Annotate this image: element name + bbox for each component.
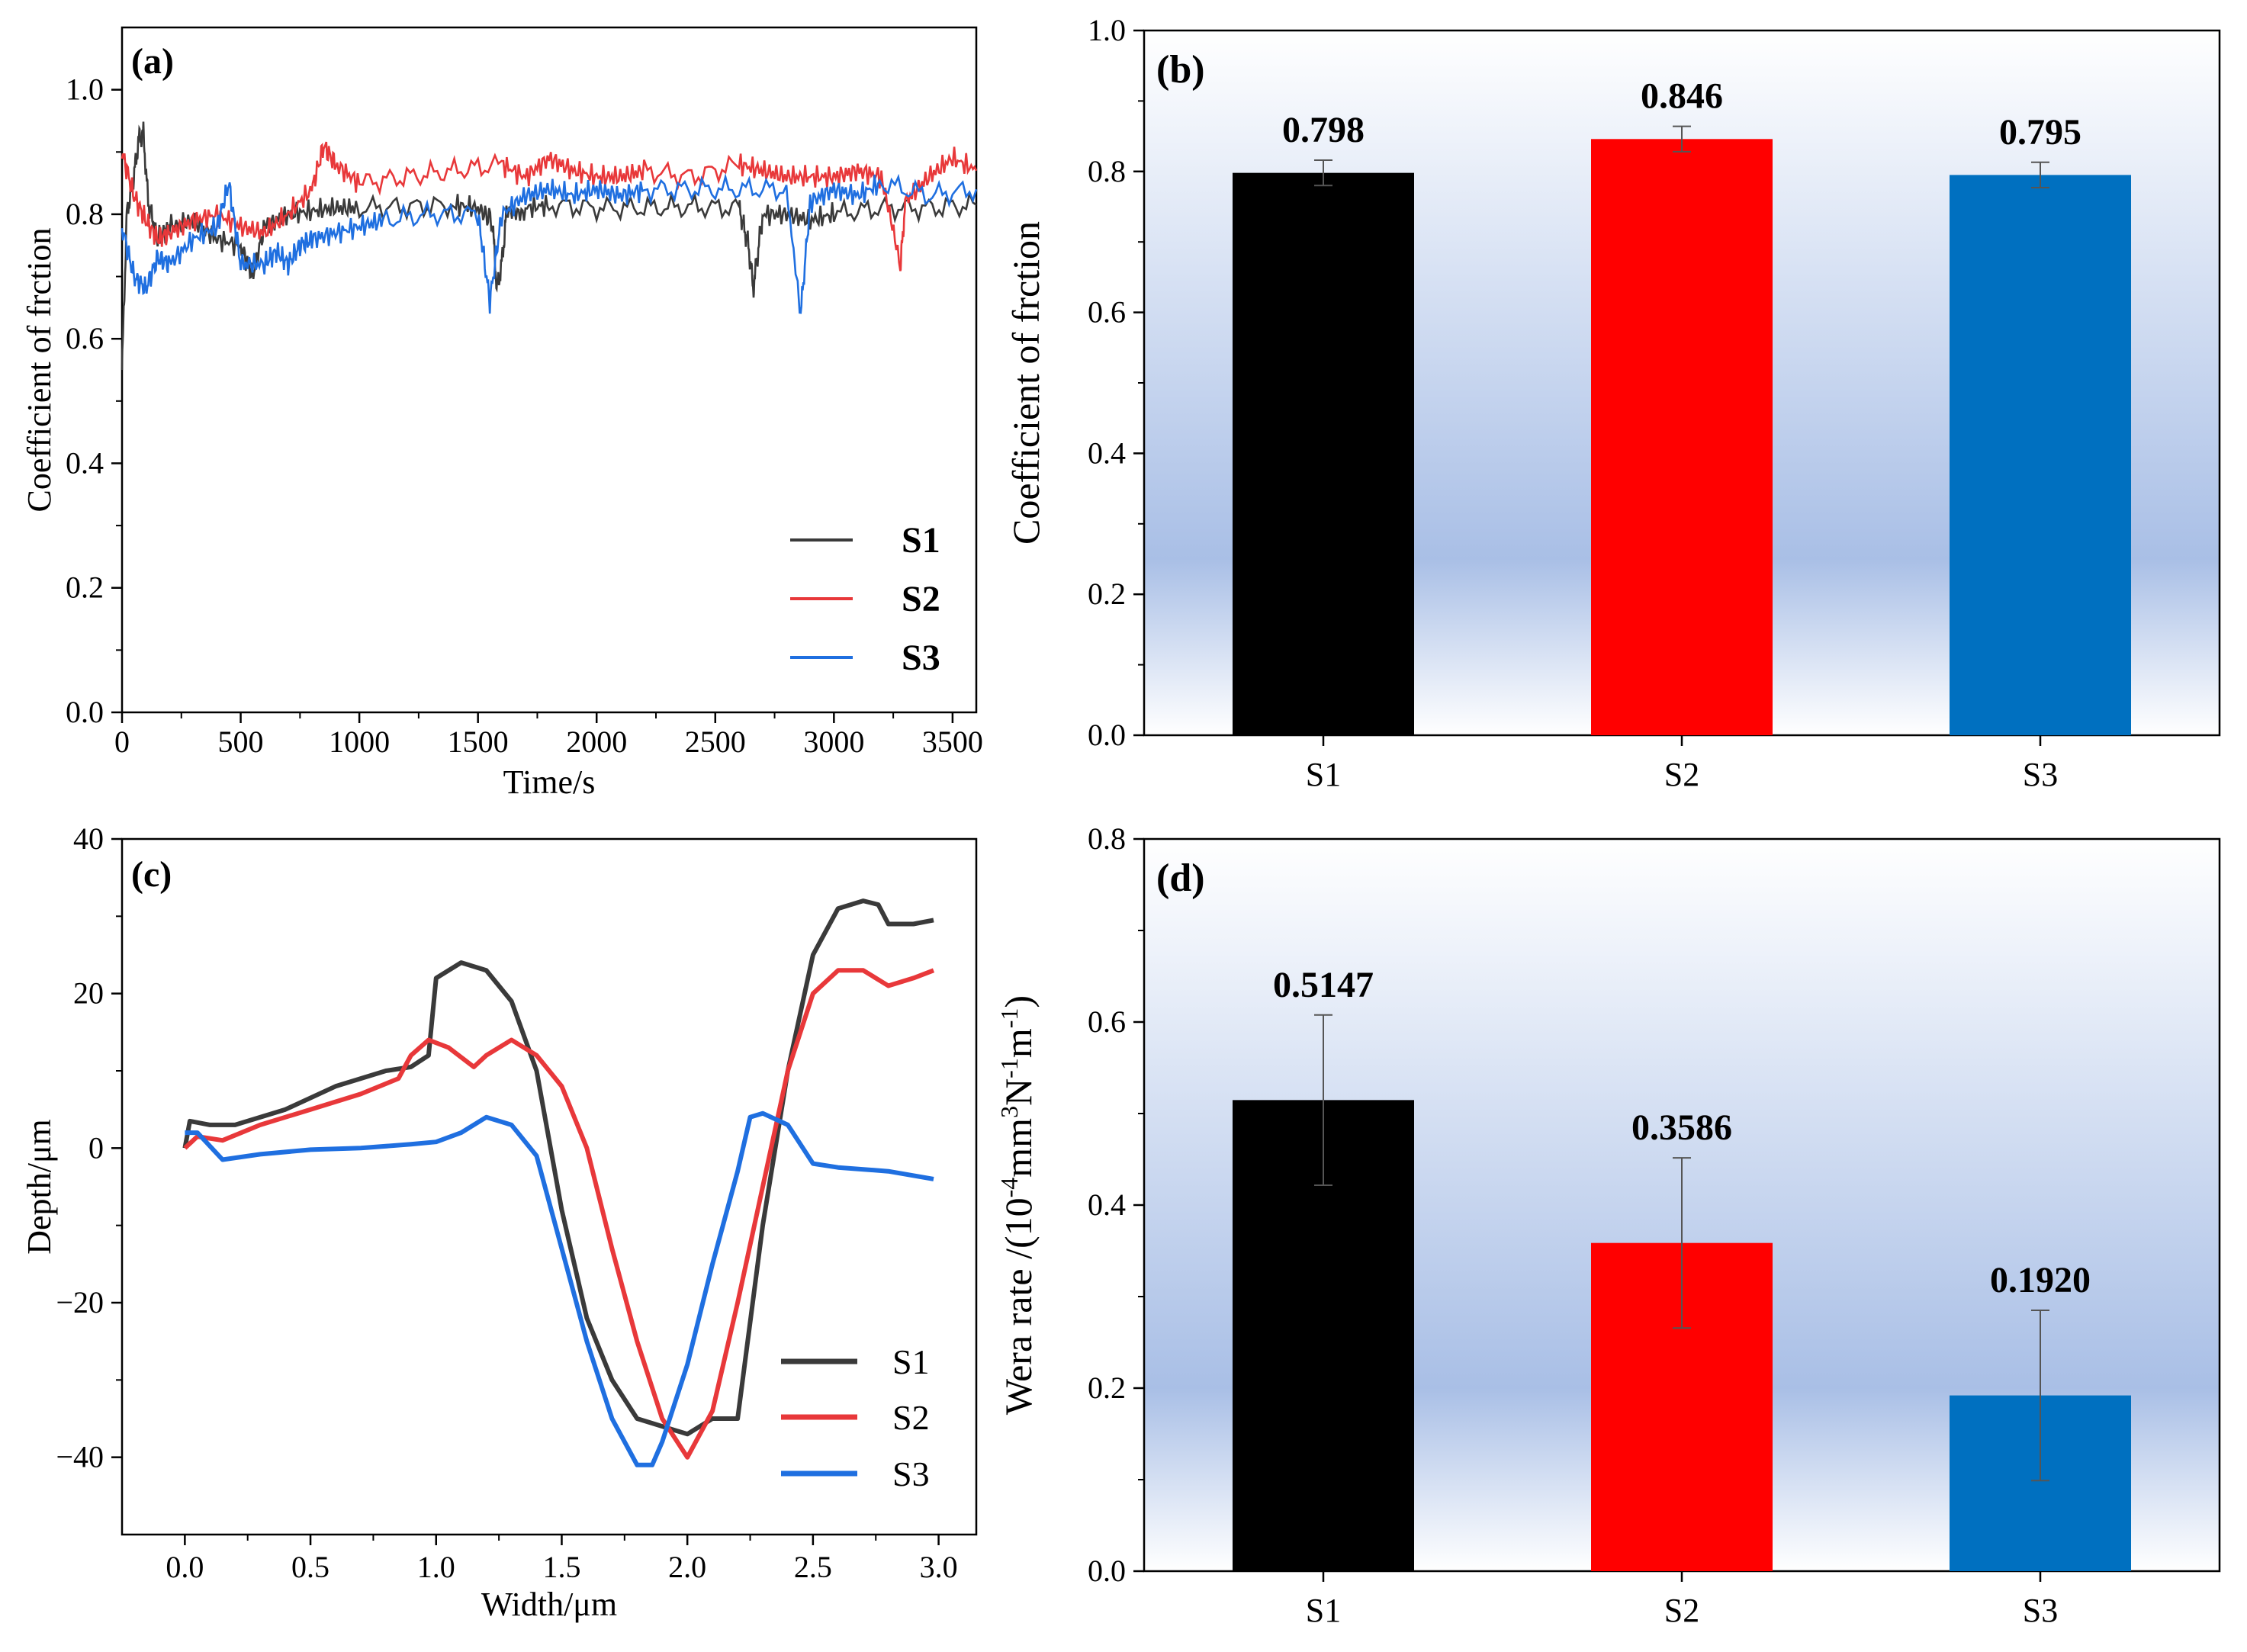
panel-b-bar-s2 xyxy=(1591,139,1773,735)
panel-c-ytick-label: −20 xyxy=(56,1285,104,1319)
panel-a-ytick-label: 0.2 xyxy=(66,570,104,605)
ylabel-superscript: -4 xyxy=(995,1178,1023,1198)
panel-a-line-chart: 0.0 0.2 0.4 0.6 0.8 1.0 0 500 1000 1500 2000 2500 30… xyxy=(21,26,983,801)
legend-label-s3: S3 xyxy=(892,1454,930,1493)
panel-b-ylabel: Coefficient of frction xyxy=(1005,221,1047,545)
ylabel-text: mm xyxy=(997,1118,1040,1178)
panel-d-ylabel: Wera rate /(10-4mm3N-1m-1) xyxy=(995,995,1040,1415)
panel-c-xtick-label: 2.5 xyxy=(794,1550,832,1584)
panel-c-ytick-label: 0 xyxy=(88,1130,104,1165)
ylabel-text: m xyxy=(997,1028,1040,1058)
panel-a-ytick-label: 0.0 xyxy=(66,695,104,729)
panel-d-ytick-label: 0.0 xyxy=(1088,1554,1126,1588)
panel-b-category-label: S3 xyxy=(2023,756,2058,793)
series-s3-line xyxy=(121,172,978,314)
panel-b-ytick-label: 0.8 xyxy=(1088,154,1126,188)
panel-a-xtick-label: 1500 xyxy=(448,725,509,759)
panel-c-label: (c) xyxy=(131,854,172,895)
panel-d-category-label: S2 xyxy=(1664,1592,1699,1629)
plot-frame xyxy=(121,26,978,714)
panel-d-value-label: 0.3586 xyxy=(1631,1107,1732,1148)
panel-c-ytick-label: 20 xyxy=(73,976,104,1011)
panel-b-ytick-label: 1.0 xyxy=(1088,13,1126,47)
panel-c-xtick-label: 1.0 xyxy=(417,1550,455,1584)
panel-c-ytick-label: 40 xyxy=(73,821,104,856)
panel-c-xtick-label: 0.5 xyxy=(291,1550,329,1584)
panel-b-label: (b) xyxy=(1156,48,1205,92)
panel-d-ytick-label: 0.8 xyxy=(1088,821,1126,856)
panel-d-label: (d) xyxy=(1156,857,1205,900)
panel-b-ytick-label: 0.0 xyxy=(1088,718,1126,752)
ylabel-text: N xyxy=(997,1078,1040,1106)
legend-label-s1: S1 xyxy=(902,520,940,561)
panel-b-bar-s1 xyxy=(1233,172,1414,735)
panel-c-xtick-label: 3.0 xyxy=(920,1550,958,1584)
panel-b-ytick-label: 0.6 xyxy=(1088,295,1126,329)
panel-d-ytick-label: 0.6 xyxy=(1088,1004,1126,1039)
ylabel-superscript: -1 xyxy=(995,1008,1023,1029)
panel-b-value-label: 0.795 xyxy=(1999,112,2081,153)
legend-label-s3: S3 xyxy=(902,638,940,678)
panel-d-category-label: S3 xyxy=(2023,1592,2058,1629)
ylabel-superscript: 3 xyxy=(995,1106,1023,1118)
panel-b-bar-chart: 0.0 0.2 0.4 0.6 0.8 1.0 0.798 S1 0.846 S2 0.795 S3 (… xyxy=(1005,13,2221,793)
panel-d-bar-chart: 0.0 0.2 0.4 0.6 0.8 0.5147 S1 0.3586 S2 0.1920 S3 (… xyxy=(995,821,2221,1629)
panel-a-xlabel: Time/s xyxy=(503,763,596,801)
panel-c-xtick-label: 0.0 xyxy=(166,1550,204,1584)
panel-d-ytick-label: 0.4 xyxy=(1088,1188,1126,1222)
panel-a-xtick-label: 1000 xyxy=(329,725,390,759)
panel-a-xtick-label: 0 xyxy=(114,725,130,759)
panel-c-xtick-label: 1.5 xyxy=(542,1550,580,1584)
series-s1-line xyxy=(121,121,977,371)
series-s3-profile xyxy=(185,1110,934,1467)
series-s1-profile xyxy=(182,898,934,1437)
panel-b-value-label: 0.798 xyxy=(1282,110,1365,150)
panel-d-category-label: S1 xyxy=(1306,1592,1341,1629)
panel-b-ytick-label: 0.2 xyxy=(1088,577,1126,611)
panel-c-ylabel: Depth/μm xyxy=(21,1119,58,1255)
panel-b-value-label: 0.846 xyxy=(1641,76,1723,117)
series-s2-line xyxy=(121,141,978,272)
panel-a-ytick-label: 0.6 xyxy=(66,321,104,355)
panel-b-ytick-label: 0.4 xyxy=(1088,435,1126,470)
panel-c-ytick-label: −40 xyxy=(56,1440,104,1474)
legend-label-s2: S2 xyxy=(902,579,940,619)
panel-c-profile-chart: −40 −20 0 20 40 0.0 0.5 1.0 1.5 2.0 2.5 3.0 Width/μm… xyxy=(21,821,978,1623)
ylabel-superscript: -1 xyxy=(995,1058,1023,1078)
panel-d-ytick-label: 0.2 xyxy=(1088,1371,1126,1405)
panel-d-value-label: 0.1920 xyxy=(1990,1260,2091,1300)
panel-c-xlabel: Width/μm xyxy=(481,1586,617,1623)
panel-a-ytick-label: 0.8 xyxy=(66,197,104,231)
panel-b-category-label: S2 xyxy=(1664,756,1699,793)
ylabel-text: Wera rate /(10 xyxy=(997,1197,1040,1415)
panel-a-xtick-label: 3500 xyxy=(922,725,983,759)
panel-a-xtick-label: 3000 xyxy=(803,725,864,759)
panel-b-category-label: S1 xyxy=(1306,756,1341,793)
panel-b-bar-s3 xyxy=(1950,175,2131,736)
panel-c-xtick-label: 2.0 xyxy=(668,1550,706,1584)
legend-label-s1: S1 xyxy=(892,1342,930,1381)
panel-a-ytick-label: 0.4 xyxy=(66,445,104,480)
series-s2-profile xyxy=(183,968,935,1460)
plot-frame xyxy=(121,837,978,1536)
panel-a-xtick-label: 2500 xyxy=(685,725,746,759)
panel-d-value-label: 0.5147 xyxy=(1273,965,1374,1005)
panel-a-xtick-label: 500 xyxy=(218,725,264,759)
panel-a-label: (a) xyxy=(131,41,174,82)
ylabel-text: ) xyxy=(997,995,1040,1008)
panel-a-ylabel: Coefficient of frction xyxy=(21,227,58,512)
panel-a-xtick-label: 2000 xyxy=(566,725,627,759)
panel-a-ytick-label: 1.0 xyxy=(66,72,104,107)
legend-label-s2: S2 xyxy=(892,1398,930,1437)
